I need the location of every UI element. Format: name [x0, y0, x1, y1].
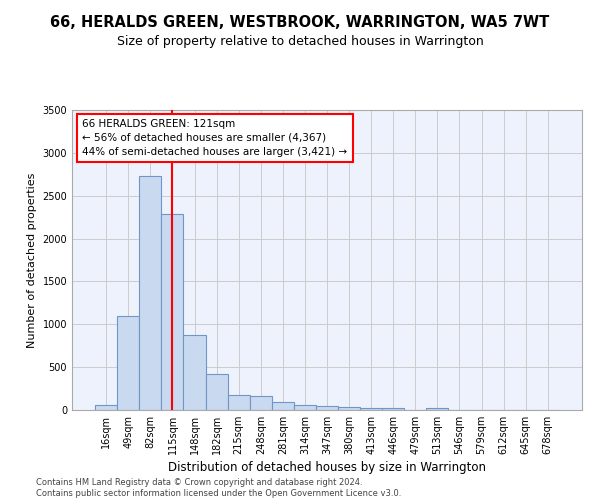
Text: 66, HERALDS GREEN, WESTBROOK, WARRINGTON, WA5 7WT: 66, HERALDS GREEN, WESTBROOK, WARRINGTON… — [50, 15, 550, 30]
Y-axis label: Number of detached properties: Number of detached properties — [27, 172, 37, 348]
Bar — [117, 316, 139, 410]
Bar — [161, 214, 184, 410]
Bar — [272, 402, 294, 410]
Bar — [427, 408, 448, 410]
Text: Size of property relative to detached houses in Warrington: Size of property relative to detached ho… — [116, 35, 484, 48]
Bar — [227, 396, 250, 410]
Bar — [316, 406, 338, 410]
Bar — [184, 334, 206, 410]
Bar — [139, 176, 161, 410]
Bar — [338, 408, 360, 410]
Bar — [382, 408, 404, 410]
Text: Contains HM Land Registry data © Crown copyright and database right 2024.
Contai: Contains HM Land Registry data © Crown c… — [36, 478, 401, 498]
Bar — [95, 406, 117, 410]
Bar — [294, 405, 316, 410]
X-axis label: Distribution of detached houses by size in Warrington: Distribution of detached houses by size … — [168, 461, 486, 474]
Bar — [360, 408, 382, 410]
Bar — [250, 396, 272, 410]
Text: 66 HERALDS GREEN: 121sqm
← 56% of detached houses are smaller (4,367)
44% of sem: 66 HERALDS GREEN: 121sqm ← 56% of detach… — [82, 119, 347, 157]
Bar — [206, 374, 227, 410]
